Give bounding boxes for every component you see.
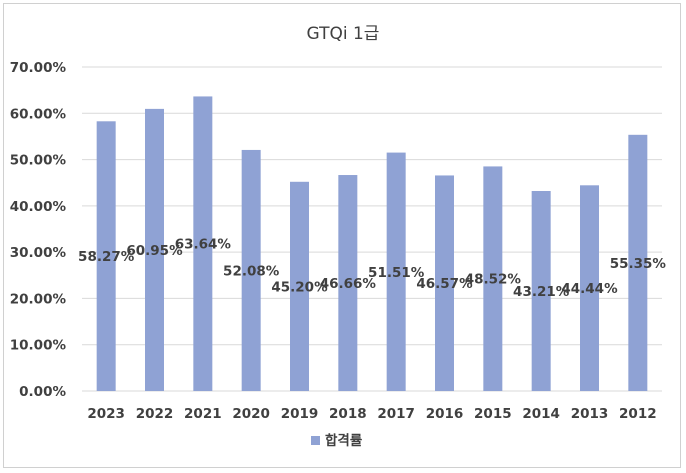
y-axis-labels: 0.00% 10.00% 20.00% 30.00% 40.00% 50.00% 60.00… <box>10 60 67 400</box>
x-tick-label: 2021 <box>184 406 222 422</box>
x-tick-label: 2023 <box>87 406 125 422</box>
y-tick-label: 30.00% <box>10 245 67 261</box>
y-tick-label: 70.00% <box>10 60 67 76</box>
bar[interactable] <box>96 121 116 391</box>
data-label: 43.21% <box>513 284 570 300</box>
x-axis-labels: 2023 2022 2021 2020 2019 2018 2017 2016 2015 2014… <box>87 406 656 422</box>
bar[interactable] <box>435 175 454 391</box>
bar[interactable] <box>338 175 358 391</box>
bar[interactable] <box>531 190 551 391</box>
bar[interactable] <box>193 96 213 391</box>
bar[interactable] <box>483 166 503 391</box>
y-tick-label: 60.00% <box>10 106 67 122</box>
data-label: 46.57% <box>416 276 473 292</box>
bar[interactable] <box>145 108 164 391</box>
x-tick-label: 2019 <box>281 406 319 422</box>
legend-label: 합격률 <box>325 432 363 449</box>
bar[interactable] <box>628 134 648 391</box>
x-tick-label: 2014 <box>522 406 560 422</box>
data-label: 45.20% <box>271 279 328 295</box>
bars <box>96 96 648 391</box>
bar[interactable] <box>290 181 309 391</box>
bar[interactable] <box>580 185 599 391</box>
y-tick-label: 50.00% <box>10 153 67 169</box>
y-tick-label: 10.00% <box>10 338 67 354</box>
y-tick-label: 40.00% <box>10 199 67 215</box>
x-tick-label: 2013 <box>571 406 609 422</box>
bar[interactable] <box>386 152 406 391</box>
bar[interactable] <box>241 149 261 391</box>
data-label: 60.95% <box>126 243 183 259</box>
data-label: 44.44% <box>561 281 618 297</box>
x-tick-label: 2018 <box>329 406 367 422</box>
data-label: 58.27% <box>78 249 135 265</box>
data-label: 63.64% <box>175 237 232 253</box>
x-tick-label: 2015 <box>474 406 512 422</box>
data-label: 55.35% <box>610 256 667 272</box>
data-label: 51.51% <box>368 265 425 281</box>
x-tick-label: 2017 <box>377 406 415 422</box>
legend-swatch <box>311 436 320 445</box>
data-label: 48.52% <box>465 272 522 288</box>
x-tick-label: 2012 <box>619 406 657 422</box>
data-labels: 58.27%60.95%63.64% 52.08%45.20%46.66%51.5… <box>78 237 666 300</box>
chart-title: GTQi 1급 <box>307 24 380 44</box>
x-tick-label: 2020 <box>232 406 270 422</box>
y-tick-label: 0.00% <box>19 384 66 400</box>
x-tick-label: 2022 <box>136 406 174 422</box>
data-label: 46.66% <box>320 276 377 292</box>
y-tick-label: 20.00% <box>10 291 67 307</box>
x-tick-label: 2016 <box>426 406 464 422</box>
legend[interactable]: 합격률 <box>311 432 363 449</box>
data-label: 52.08% <box>223 263 280 279</box>
gridlines <box>82 66 662 392</box>
